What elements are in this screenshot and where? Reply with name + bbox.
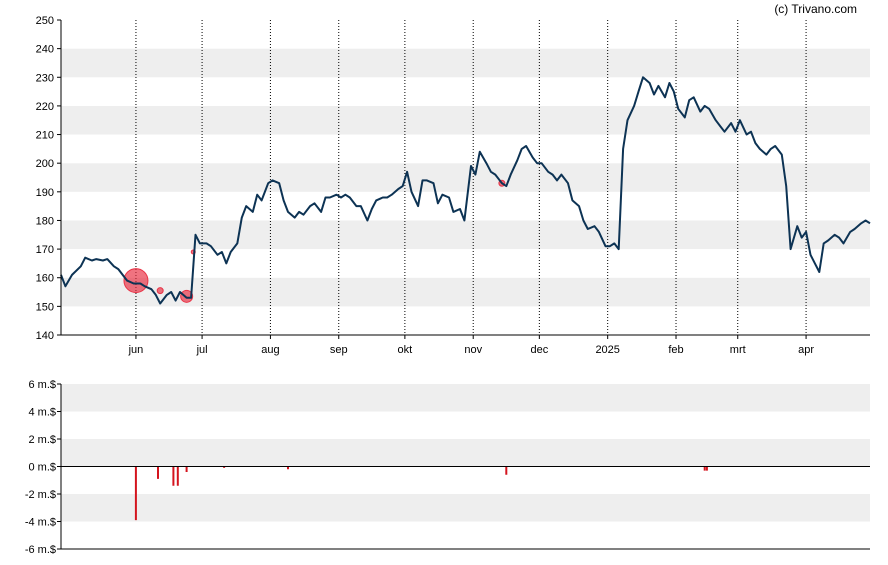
volume-bar [172,466,175,486]
y-tick-label: 240 [36,44,54,56]
volume-bar [505,466,508,475]
volume-band [61,439,870,467]
volume-y-tick-label: 2 m.$ [28,434,56,446]
volume-bar [185,466,188,472]
price-panel-x-ticks: jun jul aug sep okt nov dec 2025 feb mrt apr [128,335,814,356]
trade-marker [156,287,164,295]
y-tick-label: 230 [36,72,54,84]
volume-band [61,411,870,439]
x-tick-label: 2025 [595,344,619,356]
x-tick-label: apr [798,344,814,356]
volume-y-tick-label: 6 m.$ [28,379,56,391]
credit-label: (c) Trivano.com [774,2,857,16]
price-band [61,20,870,49]
volume-bar [157,466,159,479]
price-band [61,48,870,78]
volume-panel-bars [134,466,708,521]
x-tick-label: mrt [730,344,746,356]
trade-marker [180,289,194,303]
x-tick-label: dec [530,344,548,356]
volume-y-tick-label: -6 m.$ [25,544,56,556]
volume-y-tick-label: -2 m.$ [25,489,56,501]
price-band [61,163,870,192]
y-tick-label: 140 [36,330,54,342]
price-band [61,134,870,164]
x-tick-label: jul [196,344,208,356]
price-band [61,277,870,307]
x-tick-label: nov [464,344,482,356]
x-tick-label: feb [668,344,683,356]
volume-bar [176,466,179,486]
y-tick-label: 220 [36,101,54,113]
x-tick-label: okt [398,344,413,356]
volume-bar [134,466,137,521]
price-panel-markers [123,179,506,303]
volume-band [61,466,870,494]
price-band [61,220,870,250]
volume-y-tick-label: -4 m.$ [25,517,56,529]
volume-band [61,384,870,412]
price-panel-series [60,76,871,305]
volume-bar [223,466,226,468]
volume-panel-y-ticks: 6 m.$ 4 m.$ 2 m.$ 0 m.$ -2 m.$ -4 m.$ -6 m.$ [25,379,61,556]
volume-band [61,521,870,549]
trade-marker [123,268,149,294]
volume-bar [705,466,708,471]
y-tick-label: 170 [36,244,54,256]
y-tick-label: 250 [36,15,54,27]
price-band [61,249,870,278]
volume-y-tick-label: 4 m.$ [28,407,56,419]
price-band [61,105,870,135]
volume-y-tick-label: 0 m.$ [28,462,56,474]
price-panel-axes [60,20,870,336]
volume-bar [703,466,706,471]
price-panel-y-ticks: 140 150 160 170 180 190 200 210 220 230 240 250 [36,15,61,342]
y-tick-label: 210 [36,130,54,142]
y-tick-label: 190 [36,187,54,199]
volume-band [61,494,870,522]
volume-panel-bands [61,384,870,549]
y-tick-label: 180 [36,215,54,227]
y-tick-label: 150 [36,301,54,313]
volume-bar [287,466,289,470]
x-tick-label: aug [261,344,279,356]
y-tick-label: 200 [36,158,54,170]
price-band [61,77,870,106]
price-band [61,306,870,335]
price-panel-bands [61,20,870,335]
price-line [60,76,871,305]
x-tick-label: jun [128,344,144,356]
y-tick-label: 160 [36,273,54,285]
x-tick-label: sep [330,344,348,356]
